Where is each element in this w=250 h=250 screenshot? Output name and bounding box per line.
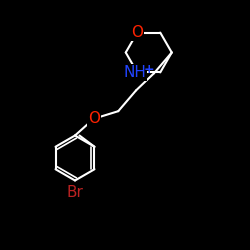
Text: O: O [131,25,143,40]
Text: O: O [88,111,100,126]
Text: +: + [144,63,154,76]
Text: Br: Br [66,185,84,200]
Text: NH: NH [123,65,146,80]
